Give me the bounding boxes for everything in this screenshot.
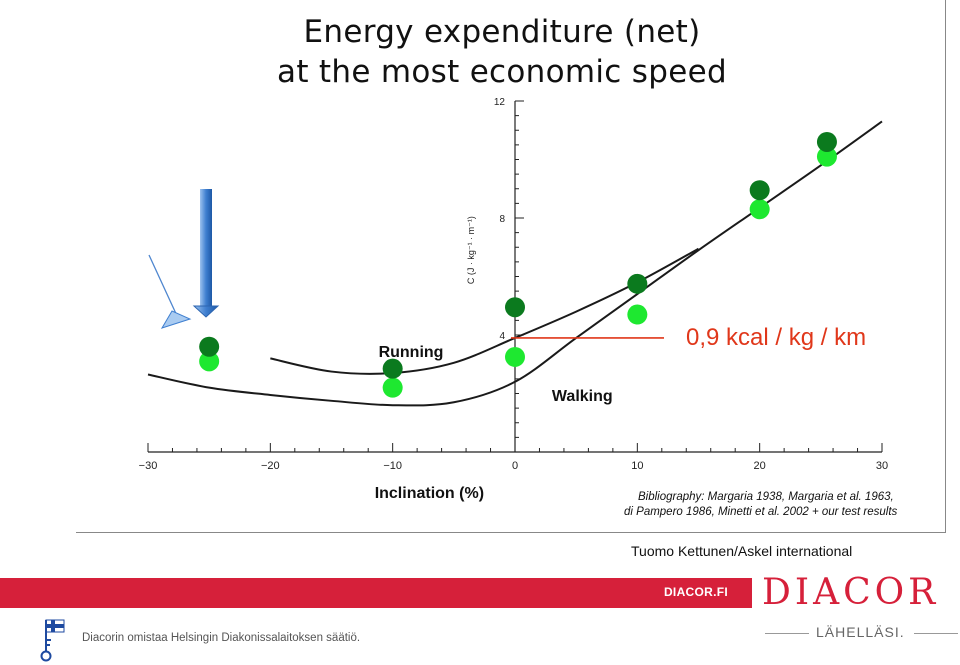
bibliography-line-2: di Pampero 1986, Minetti et al. 2002 + o…: [624, 506, 898, 518]
point-light-green: [505, 346, 525, 367]
frame-border-bottom: [76, 532, 946, 533]
brand-tagline: LÄHELLÄSI.: [816, 624, 905, 640]
point-dark-green: [382, 358, 403, 379]
x-tick-label: 0: [512, 460, 518, 472]
point-dark-green: [816, 131, 837, 152]
annotation-label: 0,9 kcal / kg / km: [686, 324, 866, 351]
point-dark-green: [627, 273, 648, 294]
tagline-rule-right: [914, 633, 958, 634]
author-credit: Tuomo Kettunen/Askel international: [631, 543, 853, 559]
frame-border-right: [945, 0, 946, 533]
y-axis-title: C (J · kg⁻¹ · m⁻¹): [466, 216, 476, 284]
owner-statement: Diacorin omistaa Helsingin Diakonissalai…: [82, 632, 361, 644]
y-tick-label: 4: [499, 331, 505, 342]
x-tick-label: 10: [631, 460, 643, 472]
y-tick-label: 8: [499, 214, 505, 225]
thin-arrow-icon: [148, 254, 192, 329]
series-label-walking: Walking: [552, 388, 613, 405]
thick-down-arrow-icon: [192, 189, 220, 318]
point-dark-green: [749, 180, 770, 201]
x-tick-label: −20: [261, 460, 280, 472]
bibliography-line-1: Bibliography: Margaria 1938, Margaria et…: [638, 491, 894, 503]
energy-chart: −30 −20 −10 0 10 20 30 Inclination (%) 4 8 12 C (J …: [139, 97, 898, 518]
y-tick-label: 12: [494, 97, 506, 108]
point-light-green: [749, 199, 770, 220]
series-label-running: Running: [379, 344, 444, 361]
title-line-1: Energy expenditure (net): [303, 14, 701, 50]
point-light-green: [816, 146, 837, 167]
key-flag-icon: [40, 619, 65, 662]
x-tick-label: 30: [876, 460, 888, 472]
x-tick-label: 20: [754, 460, 766, 472]
brand-logo: DIACOR: [762, 572, 940, 613]
point-dark-green: [505, 297, 525, 318]
point-dark-green: [199, 336, 220, 357]
point-light-green: [627, 304, 648, 325]
tagline-rule-left: [765, 633, 809, 634]
brand-logo-background: [752, 570, 960, 616]
point-light-green: [199, 351, 220, 372]
x-tick-label: −10: [383, 460, 402, 472]
x-axis-title: Inclination (%): [375, 485, 484, 502]
title-line-2: at the most economic speed: [277, 54, 727, 90]
point-light-green: [382, 377, 403, 398]
website-link[interactable]: DIACOR.FI: [663, 585, 728, 599]
x-tick-label: −30: [139, 460, 158, 472]
